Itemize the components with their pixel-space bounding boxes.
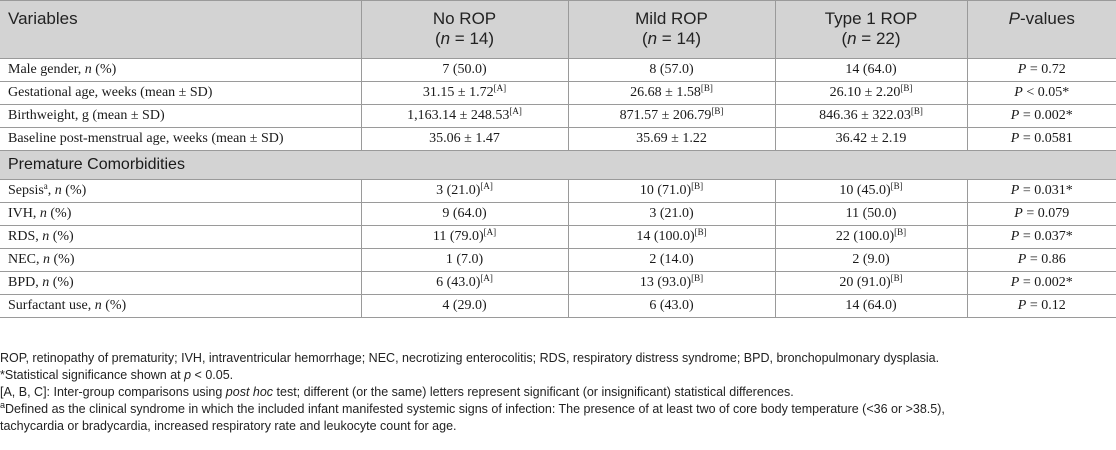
table-row: IVH, n (%) 9 (64.0) 3 (21.0) 11 (50.0) P… bbox=[0, 202, 1116, 226]
cell-mild-rop: 35.69 ± 1.22 bbox=[567, 127, 776, 151]
footnote-sepsis-definition: aDefined as the clinical syndrome in whi… bbox=[0, 400, 945, 417]
table-row: Surfactant use, n (%) 4 (29.0) 6 (43.0) … bbox=[0, 294, 1116, 318]
group-n: (n = 14) bbox=[641, 29, 702, 48]
table-row: Sepsisa, n (%) 3 (21.0)[A] 10 (71.0)[B] … bbox=[0, 179, 1116, 203]
cell-pvalue: P = 0.86 bbox=[966, 248, 1116, 272]
group-name: Mild ROP bbox=[635, 9, 708, 28]
cell-no-rop: 11 (79.0)[A] bbox=[360, 225, 569, 249]
table-row: Birthweight, g (mean ± SD) 1,163.14 ± 24… bbox=[0, 104, 1116, 128]
cell-pvalue: P = 0.031* bbox=[966, 179, 1116, 203]
header-group-mild-rop: Mild ROP (n = 14) bbox=[567, 0, 775, 59]
group-n: (n = 22) bbox=[841, 29, 901, 48]
section-title: Premature Comorbidities bbox=[0, 150, 1116, 180]
cell-mild-rop: 14 (100.0)[B] bbox=[567, 225, 776, 249]
cell-type1-rop: 10 (45.0)[B] bbox=[774, 179, 968, 203]
header-group-type1-rop: Type 1 ROP (n = 22) bbox=[774, 0, 967, 59]
cell-pvalue: P < 0.05* bbox=[966, 81, 1116, 105]
cell-pvalue: P = 0.079 bbox=[966, 202, 1116, 226]
cell-no-rop: 4 (29.0) bbox=[360, 294, 569, 318]
cell-type1-rop: 14 (64.0) bbox=[774, 294, 968, 318]
cell-no-rop: 3 (21.0)[A] bbox=[360, 179, 569, 203]
table-row: Male gender, n (%) 7 (50.0) 8 (57.0) 14 … bbox=[0, 58, 1116, 82]
cell-mild-rop: 26.68 ± 1.58[B] bbox=[567, 81, 776, 105]
group-n: (n = 14) bbox=[434, 29, 495, 48]
baseline-characteristics-table: Variables No ROP (n = 14) Mild ROP (n = … bbox=[0, 0, 1116, 318]
cell-type1-rop: 22 (100.0)[B] bbox=[774, 225, 968, 249]
table-row: Gestational age, weeks (mean ± SD) 31.15… bbox=[0, 81, 1116, 105]
cell-type1-rop: 20 (91.0)[B] bbox=[774, 271, 968, 295]
table-row: BPD, n (%) 6 (43.0)[A] 13 (93.0)[B] 20 (… bbox=[0, 271, 1116, 295]
cell-type1-rop: 2 (9.0) bbox=[774, 248, 968, 272]
cell-type1-rop: 846.36 ± 322.03[B] bbox=[774, 104, 968, 128]
footnote-significance: *Statistical significance shown at p < 0… bbox=[0, 368, 234, 382]
row-label: Sepsisa, n (%) bbox=[0, 179, 362, 203]
cell-mild-rop: 13 (93.0)[B] bbox=[567, 271, 776, 295]
footnote-letters: [A, B, C]: Inter-group comparisons using… bbox=[0, 385, 794, 399]
cell-mild-rop: 871.57 ± 206.79[B] bbox=[567, 104, 776, 128]
cell-type1-rop: 14 (64.0) bbox=[774, 58, 968, 82]
cell-mild-rop: 3 (21.0) bbox=[567, 202, 776, 226]
cell-mild-rop: 6 (43.0) bbox=[567, 294, 776, 318]
table-row: NEC, n (%) 1 (7.0) 2 (14.0) 2 (9.0) P = … bbox=[0, 248, 1116, 272]
row-label: Gestational age, weeks (mean ± SD) bbox=[0, 81, 362, 105]
cell-pvalue: P = 0.002* bbox=[966, 104, 1116, 128]
row-label: IVH, n (%) bbox=[0, 202, 362, 226]
cell-mild-rop: 10 (71.0)[B] bbox=[567, 179, 776, 203]
table-footnotes: ROP, retinopathy of prematurity; IVH, in… bbox=[0, 350, 1116, 435]
cell-no-rop: 9 (64.0) bbox=[360, 202, 569, 226]
header-pvalues: P-values bbox=[966, 0, 1116, 59]
row-label: RDS, n (%) bbox=[0, 225, 362, 249]
cell-mild-rop: 8 (57.0) bbox=[567, 58, 776, 82]
cell-no-rop: 7 (50.0) bbox=[360, 58, 569, 82]
row-label: Baseline post-menstrual age, weeks (mean… bbox=[0, 127, 362, 151]
cell-no-rop: 31.15 ± 1.72[A] bbox=[360, 81, 569, 105]
cell-type1-rop: 36.42 ± 2.19 bbox=[774, 127, 968, 151]
row-label: Male gender, n (%) bbox=[0, 58, 362, 82]
cell-pvalue: P = 0.12 bbox=[966, 294, 1116, 318]
cell-pvalue: P = 0.0581 bbox=[966, 127, 1116, 151]
header-group-no-rop: No ROP (n = 14) bbox=[360, 0, 568, 59]
cell-no-rop: 1 (7.0) bbox=[360, 248, 569, 272]
row-label: NEC, n (%) bbox=[0, 248, 362, 272]
cell-type1-rop: 26.10 ± 2.20[B] bbox=[774, 81, 968, 105]
cell-no-rop: 35.06 ± 1.47 bbox=[360, 127, 569, 151]
footnote-sepsis-definition-cont: tachycardia or bradycardia, increased re… bbox=[0, 419, 457, 433]
cell-no-rop: 1,163.14 ± 248.53[A] bbox=[360, 104, 569, 128]
cell-mild-rop: 2 (14.0) bbox=[567, 248, 776, 272]
table-row: Baseline post-menstrual age, weeks (mean… bbox=[0, 127, 1116, 151]
header-variables: Variables bbox=[0, 0, 361, 59]
cell-pvalue: P = 0.72 bbox=[966, 58, 1116, 82]
group-name: No ROP bbox=[432, 9, 497, 28]
cell-type1-rop: 11 (50.0) bbox=[774, 202, 968, 226]
cell-pvalue: P = 0.002* bbox=[966, 271, 1116, 295]
row-label: Birthweight, g (mean ± SD) bbox=[0, 104, 362, 128]
header-row: Variables No ROP (n = 14) Mild ROP (n = … bbox=[0, 0, 1116, 59]
table-row: RDS, n (%) 11 (79.0)[A] 14 (100.0)[B] 22… bbox=[0, 225, 1116, 249]
footnote-abbreviations: ROP, retinopathy of prematurity; IVH, in… bbox=[0, 351, 940, 365]
section-row: Premature Comorbidities bbox=[0, 150, 1116, 180]
cell-no-rop: 6 (43.0)[A] bbox=[360, 271, 569, 295]
cell-pvalue: P = 0.037* bbox=[966, 225, 1116, 249]
group-name: Type 1 ROP bbox=[824, 9, 918, 28]
row-label: Surfactant use, n (%) bbox=[0, 294, 362, 318]
row-label: BPD, n (%) bbox=[0, 271, 362, 295]
